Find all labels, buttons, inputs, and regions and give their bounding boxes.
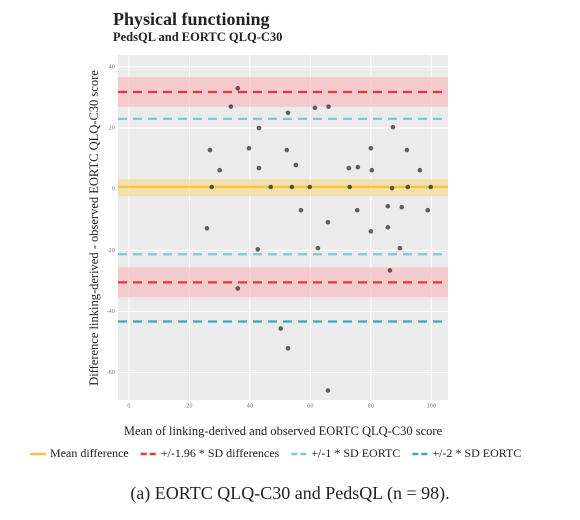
point [425,207,431,213]
point [389,185,395,191]
point [326,104,331,109]
point [369,167,375,173]
point [368,229,374,234]
x-tick-label: 60 [307,404,313,410]
point [235,86,241,91]
point [285,110,291,116]
y-tick-label: -20 [107,248,115,254]
legend-label: Mean difference [50,446,129,460]
point [399,204,405,210]
point [293,162,299,168]
point [325,219,331,225]
point [246,145,252,151]
y-tick-label: 0 [112,187,115,193]
x-tick-label: 80 [368,404,374,410]
point [315,245,321,251]
point [285,346,291,351]
point [207,147,213,153]
point [289,184,295,190]
y-tick-label: 20 [109,126,115,132]
point [385,203,391,209]
point [209,184,215,190]
y-tick-label: -60 [107,370,115,376]
y-axis-title: Difference linking-derived - observed EO… [87,70,101,386]
point [347,184,352,190]
x-tick-label: 100 [427,404,437,410]
point [346,165,352,171]
point [284,147,290,153]
x-tick-label: 0 [127,404,130,410]
point [268,184,274,190]
chart-subtitle: PedsQL and EORTC QLQ-C30 [113,30,282,44]
point [405,184,411,190]
point [397,245,403,251]
point [325,388,331,393]
point [204,225,210,231]
point [390,124,396,130]
legend-label: +/-2 * SD EORTC [432,446,521,460]
legend-label: +/-1 * SD EORTC [311,446,400,460]
point [217,167,222,173]
point [256,165,262,171]
point [428,184,434,190]
point [404,147,410,153]
point [278,326,284,331]
legend-label: +/-1.96 * SD differences [161,446,280,460]
point [385,225,391,230]
point [228,104,234,109]
y-tick-label: 40 [109,64,115,70]
chart-title: Physical functioning [113,9,270,29]
point [417,167,423,173]
point [256,125,262,131]
x-tick-label: 20 [186,404,192,410]
point [368,145,374,151]
point [298,207,304,213]
x-tick-label: 40 [247,404,253,410]
x-axis-title: Mean of linking-derived and observed EOR… [124,424,443,438]
y-tick-label: -40 [107,309,115,315]
point [312,105,318,111]
point [235,286,241,291]
point [255,247,261,252]
plot-background [118,55,448,400]
point [354,207,360,213]
point [387,268,393,273]
point [307,184,313,190]
caption: (a) EORTC QLQ-C30 and PedsQL (n = 98). [130,483,449,504]
point [355,164,361,170]
